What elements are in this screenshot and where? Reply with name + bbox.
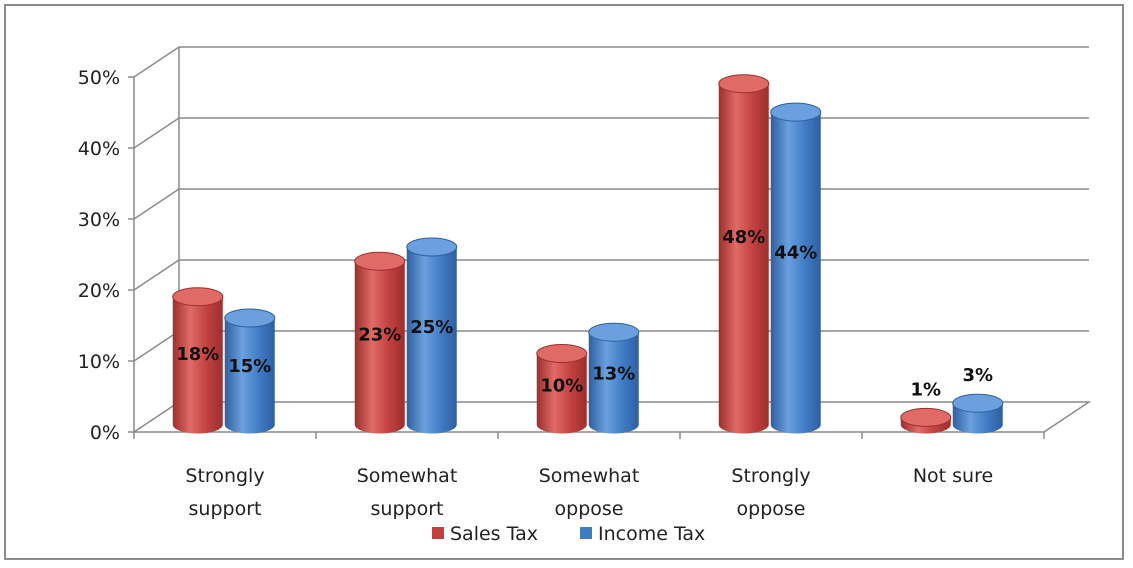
legend-label: Sales Tax [450,523,538,545]
legend-swatch-income-tax [580,527,592,539]
x-category-label: Somewhat [539,465,640,487]
legend-swatch-sales-tax [432,527,444,539]
bar-top-cap [718,74,770,94]
bar-sales-tax [718,83,769,434]
x-category-label: Not sure [913,465,993,487]
legend-label: Income Tax [598,523,705,545]
gridline-side-20 [133,259,180,291]
x-category-label: Strongly [185,465,264,487]
y-tick-label: 20% [78,280,120,302]
bar-sales-tax [172,296,223,434]
y-tick-label: 0% [90,422,120,444]
data-label: 10% [540,375,583,396]
x-category-label: oppose [737,498,806,520]
bar-top-cap [224,308,276,328]
bar-top-cap [406,237,458,257]
data-label: 18% [176,344,219,365]
y-tick-label: 50% [78,67,120,89]
bar-top-cap [900,407,952,427]
bar-income-tax [588,332,639,434]
data-label: 1% [910,379,941,400]
data-label: 44% [774,243,817,264]
x-category-label: support [371,498,444,520]
bar-sales-tax [536,353,587,434]
bar-top-cap [588,322,640,342]
gridline-side-50 [133,46,180,78]
x-category-label: Strongly [731,465,810,487]
data-label: 13% [592,364,635,385]
bar-top-cap [770,102,822,122]
x-category-label: Somewhat [357,465,458,487]
data-label: 48% [722,227,765,248]
data-label: 25% [410,317,453,338]
y-tick-label: 30% [78,209,120,231]
bar-top-cap [172,287,224,307]
gridline-side-10 [133,330,180,362]
bar-top-cap [536,344,588,363]
gridline-side-30 [133,188,180,220]
bar-income-tax [406,247,457,434]
bar-top-cap [354,251,406,271]
y-tick-label: 10% [78,351,120,373]
chart-frame: 0% 10% 20% 30% 40% 50% Strongly support Somewhat… [4,4,1124,560]
bar-top-cap [952,393,1004,413]
bar-chart: 0% 10% 20% 30% 40% 50% Strongly support Somewhat… [78,46,1092,545]
data-label: 3% [962,365,993,386]
y-tick-label: 40% [78,138,120,160]
bar-sales-tax [354,261,405,434]
data-label: 15% [228,356,271,377]
data-label: 23% [358,325,401,346]
bar-income-tax [770,112,821,434]
x-category-label: oppose [555,498,624,520]
x-category-label: support [189,498,262,520]
gridline-side-40 [133,117,180,149]
bar-income-tax [224,318,275,434]
